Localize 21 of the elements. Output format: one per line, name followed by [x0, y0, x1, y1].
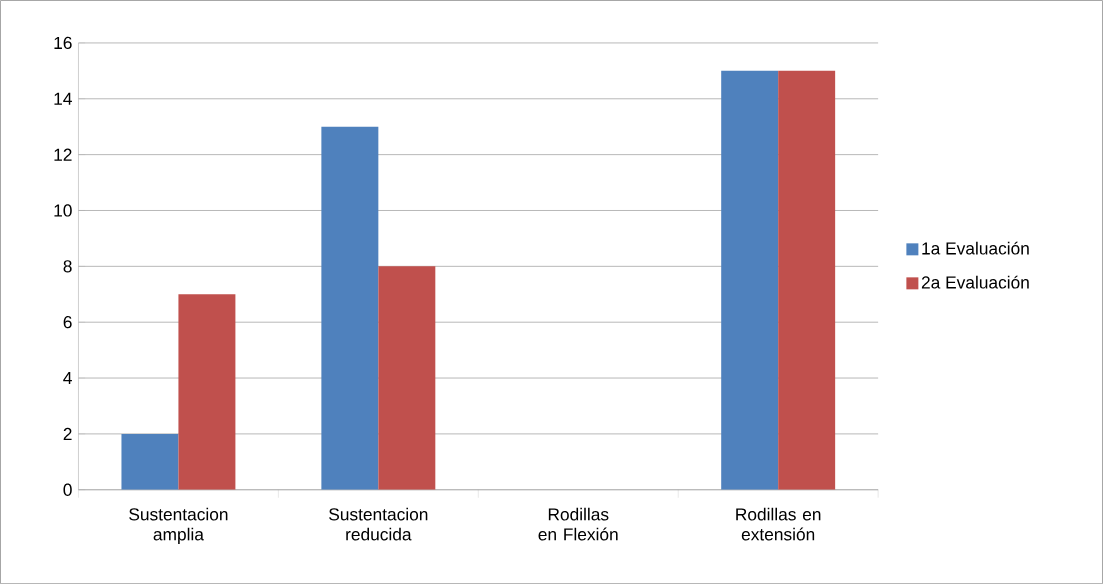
legend-label: 1a Evaluación — [922, 241, 1029, 255]
y-tick-label: 0 — [63, 483, 72, 496]
y-tick-label: 14 — [54, 92, 72, 105]
x-tick-label: Sustentacion amplia — [129, 507, 228, 544]
bar — [178, 294, 236, 490]
y-tick-label: 8 — [63, 260, 72, 273]
bar — [121, 433, 179, 490]
y-tick-label: 10 — [54, 204, 72, 217]
x-tick-label: Rodillas en Flexión — [538, 507, 618, 541]
bar — [321, 126, 379, 490]
y-tick-label: 2 — [63, 427, 72, 440]
x-tick-label: Sustentacion reducida — [329, 507, 428, 541]
bar — [721, 70, 779, 490]
bar — [378, 266, 436, 490]
legend-label: 2a Evaluación — [921, 275, 1029, 289]
y-tick-label: 16 — [54, 36, 72, 49]
x-tick-label: Rodillas en extensión — [736, 507, 821, 541]
bar — [778, 70, 836, 490]
y-tick-label: 12 — [54, 148, 72, 161]
y-tick-label: 6 — [63, 315, 72, 329]
y-tick-label: 4 — [63, 372, 72, 384]
